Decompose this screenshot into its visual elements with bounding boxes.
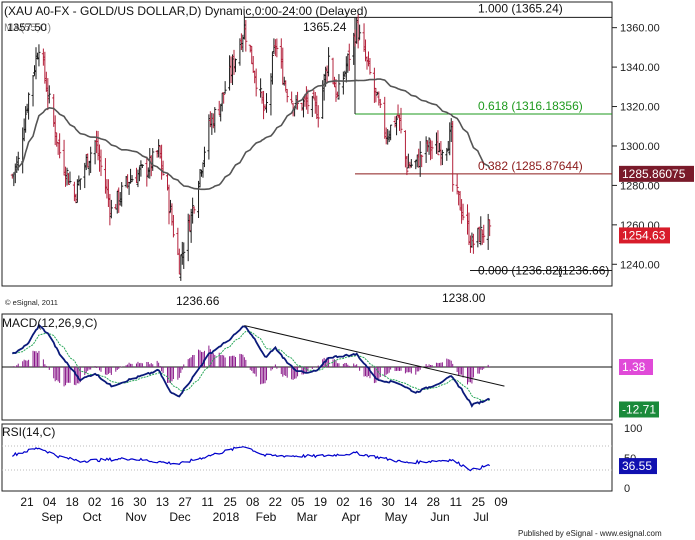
x-tick-label: 05 <box>291 495 305 509</box>
x-month-label: Jun <box>430 510 449 524</box>
x-tick-label: 08 <box>246 495 260 509</box>
x-tick-label: 16 <box>359 495 373 509</box>
fib-label-0: 1.000 (1365.24) <box>478 1 563 15</box>
macd-line <box>11 323 491 408</box>
macd-tag: 1.38 <box>622 360 646 374</box>
rsi-tag-box <box>619 458 657 475</box>
x-month-label: 2018 <box>213 510 240 524</box>
x-month-label: Dec <box>169 510 190 524</box>
chart-title: (XAU A0-FX - GOLD/US DOLLAR,D) Dynamic,0… <box>4 4 367 18</box>
price-panel <box>1 1 613 287</box>
x-tick-label: 25 <box>223 495 237 509</box>
fib-tag-box <box>619 165 694 182</box>
x-tick-label: 14 <box>404 495 418 509</box>
high-label: 1365.24 <box>303 20 347 34</box>
x-month-label: Mar <box>297 510 318 524</box>
ma-label: MA(55,C) <box>4 22 51 34</box>
x-tick-label: 11 <box>450 495 463 509</box>
price-tick-label: 1320.00 <box>620 102 660 114</box>
rsi-line <box>11 446 491 472</box>
x-tick-label: 30 <box>133 495 147 509</box>
x-tick-label: 21 <box>20 495 34 509</box>
x-month-label: Oct <box>83 510 102 524</box>
fib-label-3: 0.000 (1236.82) <box>478 264 563 278</box>
macd-signal-line <box>12 330 490 402</box>
rsi-tag: 36.55 <box>622 459 652 473</box>
macd-layer <box>2 323 612 408</box>
price-tick-label: 1300.00 <box>620 141 660 153</box>
x-tick-label: 13 <box>156 495 170 509</box>
footer-text: Published by eSignal - www.esignal.com <box>518 529 662 538</box>
x-tick-label: 18 <box>65 495 79 509</box>
copyright-text: © eSignal, 2011 <box>5 298 58 307</box>
rsi-tick-label: 0 <box>624 483 630 495</box>
x-month-label: Feb <box>256 510 277 524</box>
price-tick-label: 1340.00 <box>620 62 660 74</box>
ma-line <box>11 78 491 191</box>
fib-extra-label: (1236.66) <box>558 264 609 278</box>
x-month-label: Sep <box>41 510 63 524</box>
price-tick-label: 1280.00 <box>620 180 660 192</box>
x-tick-label: 27 <box>178 495 192 509</box>
x-tick-label: 28 <box>427 495 441 509</box>
last-price-tag: 1254.63 <box>622 228 666 242</box>
x-tick-label: 09 <box>494 495 508 509</box>
x-tick-label: 25 <box>472 495 486 509</box>
x-month-label: Nov <box>125 510 146 524</box>
fib-label-2: 0.382 (1285.87644) <box>478 159 583 173</box>
price-layer: 1.000 (1365.24) 0.618 (1316.18356) 0.382 (… <box>10 1 612 308</box>
x-tick-label: 02 <box>336 495 350 509</box>
x-month-label: Apr <box>342 510 361 524</box>
price-tick-label: 1240.00 <box>620 259 660 271</box>
rsi-panel <box>1 423 613 492</box>
low-label-1: 1236.66 <box>176 294 220 308</box>
rsi-title: RSI(14,C) <box>2 425 55 439</box>
rsi-layer <box>2 445 612 472</box>
x-tick-label: 11 <box>201 495 214 509</box>
fib-label-1: 0.618 (1316.18356) <box>478 99 583 113</box>
signal-tag: -12.71 <box>622 402 656 416</box>
x-tick-label: 02 <box>88 495 102 509</box>
rsi-tick-label: 100 <box>624 423 642 435</box>
x-tick-label: 22 <box>269 495 283 509</box>
macd-title: MACD(12,26,9,C) <box>2 316 97 330</box>
macd-trendline <box>244 325 505 387</box>
axis-layer: 1240.001260.001280.001300.001320.001340.… <box>20 23 694 524</box>
macd-tag-box <box>619 359 653 375</box>
fib-tag: 1285.86075 <box>622 167 686 181</box>
x-tick-label: 19 <box>314 495 328 509</box>
x-tick-label: 30 <box>381 495 395 509</box>
price-tick-label: 1360.00 <box>620 23 660 35</box>
x-tick-label: 04 <box>43 495 57 509</box>
low-label-2: 1238.00 <box>442 291 486 305</box>
signal-tag-box <box>619 401 659 418</box>
x-month-label: Jul <box>473 510 488 524</box>
last-price-tag-box <box>619 227 670 244</box>
x-month-label: May <box>385 510 408 524</box>
ma-value: 1357.50 <box>7 22 47 34</box>
x-tick-label: 16 <box>111 495 125 509</box>
